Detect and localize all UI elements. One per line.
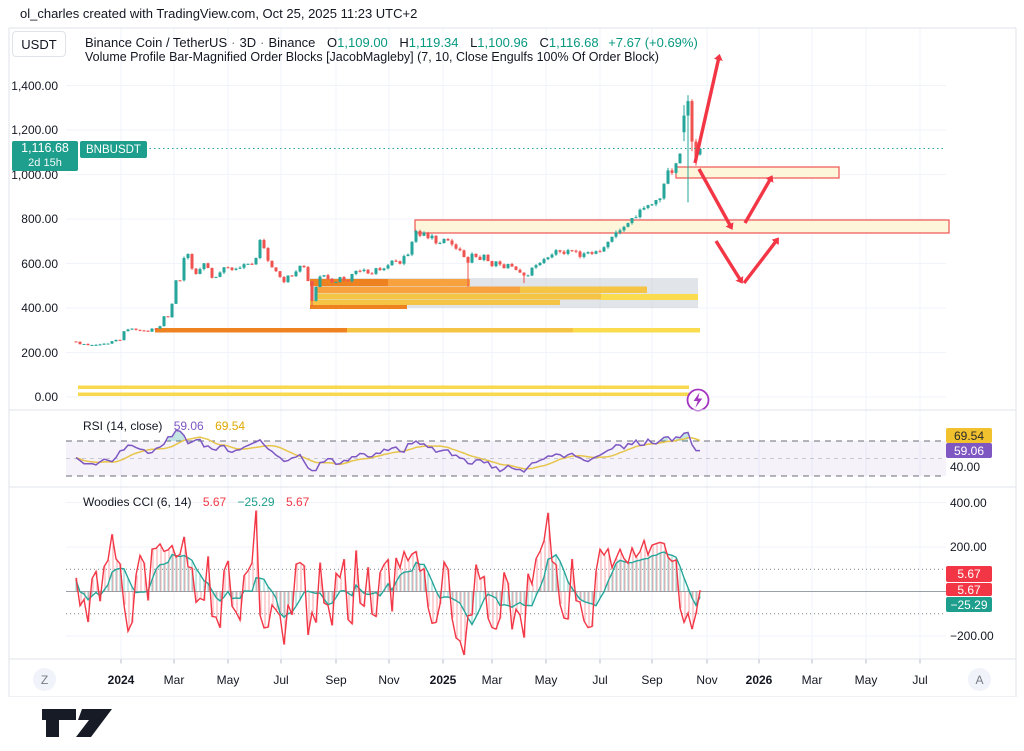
time-tick-label: May <box>216 673 240 687</box>
open-label: O <box>327 35 338 50</box>
rsi-value-badge: 59.06 <box>946 443 992 458</box>
cci-plot <box>66 510 946 656</box>
price-tick-label: 1,400.00 <box>11 78 58 93</box>
legend-separator: · <box>231 35 236 50</box>
price-tick-label: 600.00 <box>21 256 58 271</box>
time-tick-label: May <box>854 673 878 687</box>
price-tick-label: 1,000.00 <box>11 167 58 182</box>
price-tick-label: 200.00 <box>21 345 58 360</box>
time-tick-label: Mar <box>163 673 185 687</box>
time-tick-label: Jul <box>273 673 289 687</box>
exchange-label: Binance <box>268 35 316 50</box>
open-value: 1,109.00 <box>337 35 388 50</box>
symbol-legend: Binance Coin / TetherUS · 3D · Binance O1,10… <box>85 35 698 50</box>
timezone-button[interactable]: Z <box>33 668 56 691</box>
price-tick-label: 1,200.00 <box>11 123 58 137</box>
cci-badge-2: 5.67 <box>946 583 992 597</box>
watermark-text: ol_charles created with TradingView.com,… <box>20 6 418 21</box>
time-tick-label: Sep <box>641 673 663 687</box>
rsi-upper-badge: 69.54 <box>946 428 992 443</box>
interval-label: 3D <box>239 35 257 50</box>
close-label: C <box>539 35 549 50</box>
time-tick-label: Mar <box>801 673 823 687</box>
time-tick-label: 2025 <box>429 673 457 687</box>
close-value: 1,116.68 <box>548 35 599 50</box>
time-tick-label: Sep <box>325 673 347 687</box>
time-tick-label: Nov <box>378 673 400 687</box>
rsi-value: 59.06 <box>173 419 204 433</box>
last-price-badge: 1,116.68 2d 15h <box>12 141 78 171</box>
order-blocks-layer <box>78 166 950 396</box>
price-tick-label: 800.00 <box>21 212 58 226</box>
trend-arrows <box>693 57 777 285</box>
grid-lines <box>66 28 946 664</box>
rsi-plot <box>66 429 946 477</box>
currency-toggle-button[interactable]: USDT <box>12 31 66 57</box>
cci-legend: Woodies CCI (6, 14) 5.67 −25.29 5.67 <box>83 495 309 509</box>
cci-value-1: 5.67 <box>202 495 227 509</box>
cci-tick-label: 400.00 <box>950 495 987 510</box>
time-tick-label: May <box>534 673 558 687</box>
rsi-level-label: 40.00 <box>950 460 981 474</box>
cci-tick-label: 200.00 <box>950 540 987 554</box>
cci-title: Woodies CCI (6, 14) <box>83 495 192 509</box>
cci-badge-1: 5.67 <box>946 566 992 582</box>
cci-value-3: 5.67 <box>285 495 310 509</box>
indicator-legend: Volume Profile Bar-Magnified Order Block… <box>85 50 659 64</box>
time-tick-label: 2026 <box>745 673 773 687</box>
low-label: L <box>470 35 478 50</box>
time-tick-label: Jul <box>592 673 608 687</box>
time-tick-label: Mar <box>481 673 503 687</box>
cci-value-2: −25.29 <box>237 495 275 509</box>
rsi-title: RSI (14, close) <box>83 419 163 433</box>
alert-lightning-icon[interactable] <box>686 388 710 412</box>
cci-badge-3: −25.29 <box>946 597 992 612</box>
change-value: +7.67 (+0.69%) <box>608 35 698 50</box>
rsi-ma-value: 69.54 <box>215 419 246 433</box>
price-tick-label: 0.00 <box>34 390 58 404</box>
symbol-price-tag: BNBUSDT <box>80 141 147 158</box>
rsi-legend: RSI (14, close) 59.06 69.54 <box>83 419 245 433</box>
last-price-value: 1,116.68 <box>21 141 69 155</box>
footer-bar: TradingView <box>0 697 1024 751</box>
autoscale-button[interactable]: A <box>968 668 991 691</box>
time-tick-label: 2024 <box>107 673 135 687</box>
high-label: H <box>399 35 409 50</box>
cci-tick-label: −200.00 <box>950 629 994 643</box>
symbol-title: Binance Coin / TetherUS <box>85 35 228 50</box>
time-tick-label: Nov <box>696 673 718 687</box>
candles-layer <box>74 95 702 346</box>
time-tick-label: Jul <box>912 673 928 687</box>
tradingview-logo-icon[interactable] <box>40 706 120 742</box>
high-value: 1,119.34 <box>408 35 459 50</box>
legend-separator: · <box>260 35 265 50</box>
price-tick-label: 400.00 <box>21 301 58 315</box>
low-value: 1,100.96 <box>477 35 528 50</box>
bar-countdown: 2d 15h <box>28 157 62 169</box>
